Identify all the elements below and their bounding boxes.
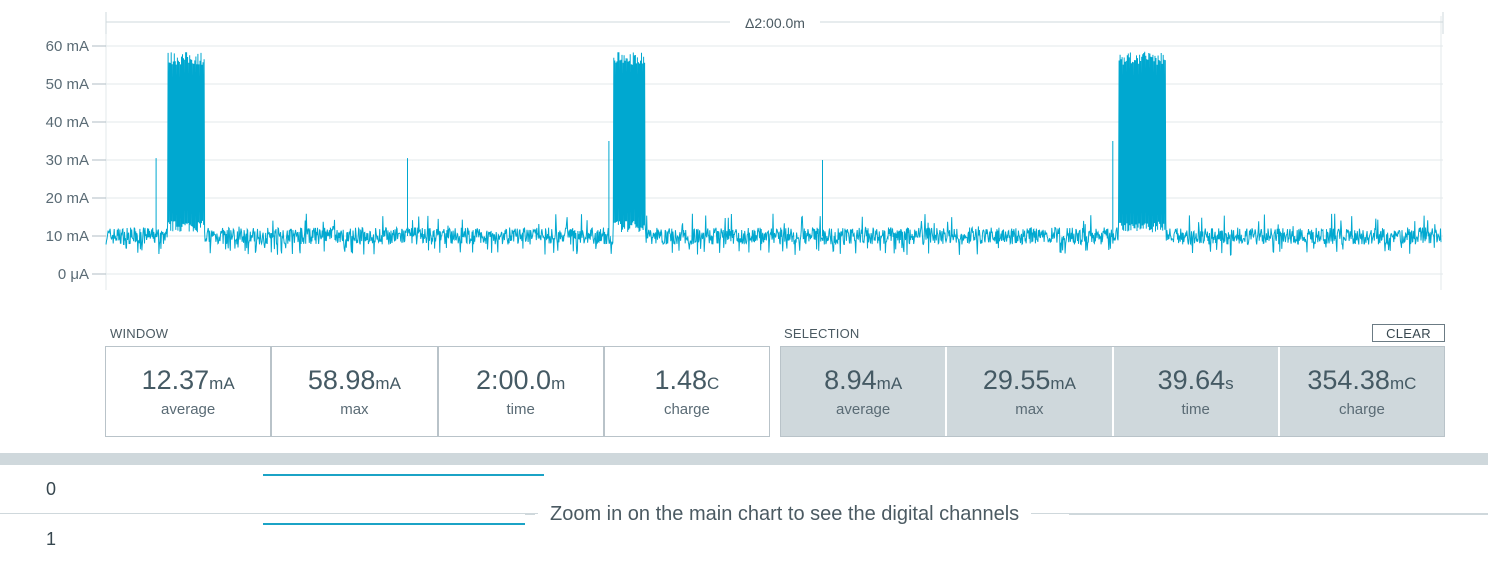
clear-selection-button[interactable]: CLEAR — [1372, 324, 1445, 342]
stat-number: 1.48 — [654, 365, 708, 395]
stat-number: 39.64 — [1157, 365, 1226, 395]
stat-number: 58.98 — [307, 365, 376, 395]
selection-stat-value: 354.38mC — [1307, 365, 1416, 395]
window-stat-charge: 1.48C charge — [605, 347, 769, 436]
digital-channel-0-label: 0 — [46, 479, 57, 499]
selection-stat-time: 39.64s time — [1113, 347, 1280, 436]
selection-stats-panel: 8.94mA average 29.55mA max 39.64s time 354.38m… — [780, 346, 1445, 437]
stat-number: 354.38 — [1307, 365, 1390, 395]
stat-number: 2:00.0 — [476, 365, 552, 395]
window-section-title: WINDOW — [110, 326, 169, 341]
window-stat-average: 12.37mA average — [106, 347, 273, 436]
window-stat-max: 58.98mA max — [272, 347, 439, 436]
y-tick-label: 40 mA — [46, 114, 89, 131]
stat-unit: C — [707, 374, 720, 393]
message-rule-right — [1069, 514, 1488, 515]
window-stat-value: 2:00.0m — [476, 365, 565, 395]
y-tick-label: 20 mA — [46, 190, 89, 207]
stat-label: max — [340, 401, 369, 418]
stat-unit: mC — [1389, 374, 1417, 393]
digital-channel-0-line — [263, 474, 544, 476]
stat-unit: mA — [375, 374, 401, 393]
message-rule-left — [525, 514, 535, 515]
selection-stat-average: 8.94mA average — [781, 347, 948, 436]
delta-range-indicator: Δ2:00.0m — [105, 12, 1444, 34]
selection-stat-value: 39.64s — [1158, 365, 1234, 395]
current-trace — [105, 51, 1442, 256]
y-tick-label: 10 mA — [46, 228, 89, 245]
y-tick-label: 60 mA — [46, 38, 89, 55]
stat-unit: s — [1225, 374, 1234, 393]
window-stat-time: 2:00.0m time — [439, 347, 605, 436]
stat-unit: mA — [876, 374, 903, 393]
window-stats-panel: 12.37mA average 58.98mA max 2:00.0m time 1.48C… — [105, 346, 770, 437]
chart-grid — [105, 16, 1443, 290]
stat-unit: m — [551, 374, 566, 393]
stat-unit: mA — [209, 374, 235, 393]
stat-number: 8.94 — [824, 365, 877, 395]
selection-stat-value: 8.94mA — [824, 365, 902, 395]
stat-label: average — [836, 401, 891, 418]
stat-label: max — [1015, 401, 1044, 418]
stat-number: 29.55 — [982, 365, 1051, 395]
window-stat-value: 12.37mA — [142, 365, 235, 395]
selection-section-title: SELECTION — [784, 326, 860, 341]
current-chart[interactable]: 60 mA 50 mA 40 mA 30 mA 20 mA 10 mA 0 μA Δ2:00… — [0, 0, 1488, 300]
selection-stat-value: 29.55mA — [983, 365, 1076, 395]
stat-label: time — [506, 401, 535, 418]
y-axis: 60 mA 50 mA 40 mA 30 mA 20 mA 10 mA 0 μA — [46, 38, 106, 283]
y-tick-label: 50 mA — [46, 76, 89, 93]
y-tick-label: 0 μA — [58, 266, 89, 283]
stat-label: charge — [663, 401, 710, 418]
window-stat-value: 1.48C — [654, 365, 719, 395]
stat-label: average — [161, 401, 216, 418]
window-stat-value: 58.98mA — [308, 365, 401, 395]
digital-channel-1-label: 1 — [46, 529, 57, 549]
digital-channels-message: Zoom in on the main chart to see the dig… — [538, 503, 1032, 526]
delta-time-label: Δ2:00.0m — [745, 15, 805, 31]
stat-label: time — [1181, 401, 1210, 418]
y-tick-label: 30 mA — [46, 152, 89, 169]
selection-stat-charge: 354.38mC charge — [1279, 347, 1444, 436]
digital-channel-1-line — [263, 523, 525, 525]
stat-label: charge — [1338, 401, 1385, 418]
selection-stat-max: 29.55mA max — [947, 347, 1114, 436]
resize-divider[interactable] — [0, 453, 1488, 465]
stat-number: 12.37 — [141, 365, 210, 395]
stat-unit: mA — [1050, 374, 1076, 393]
